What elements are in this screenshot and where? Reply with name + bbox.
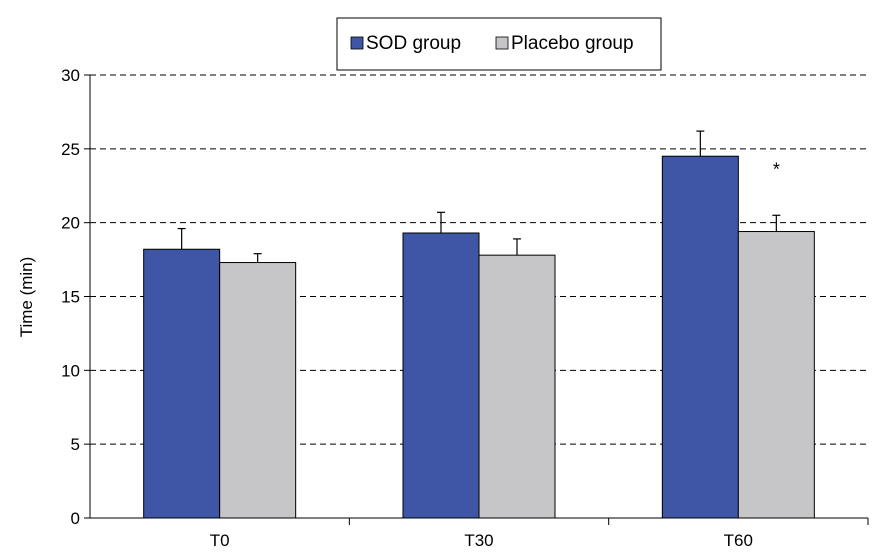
legend-swatch-placebo xyxy=(495,36,509,50)
y-tick-label: 15 xyxy=(61,288,80,307)
y-tick-label: 5 xyxy=(71,435,80,454)
legend-label-sod: SOD group xyxy=(366,33,461,54)
y-tick-label: 0 xyxy=(71,509,80,528)
x-tick-label-t0: T0 xyxy=(210,531,230,550)
x-tick-label-t30: T30 xyxy=(464,531,493,550)
significance-asterisk: * xyxy=(773,159,780,179)
bars xyxy=(143,130,815,519)
bar-placebo-group-t0 xyxy=(219,262,297,519)
bar-sod-group-t60 xyxy=(661,155,739,519)
bar-placebo-group-t30 xyxy=(478,254,556,519)
bar-sod-group-t0 xyxy=(143,248,221,519)
legend-label-placebo: Placebo group xyxy=(511,33,634,54)
y-tick-label: 10 xyxy=(61,361,80,380)
y-tick-label: 25 xyxy=(61,140,80,159)
y-tick-label: 20 xyxy=(61,214,80,233)
y-axis-title: Time (min) xyxy=(17,257,36,338)
bar-sod-group-t30 xyxy=(402,232,480,519)
legend: SOD group Placebo group xyxy=(336,17,662,71)
bar-placebo-group-t60 xyxy=(737,231,815,519)
tick-labels: 0 5 10 15 20 25 30 T0 T30 T60 * xyxy=(61,66,780,550)
legend-swatch-sod xyxy=(350,36,364,50)
axes xyxy=(84,74,869,525)
x-tick-label-t60: T60 xyxy=(724,531,753,550)
y-tick-label: 30 xyxy=(61,66,80,85)
